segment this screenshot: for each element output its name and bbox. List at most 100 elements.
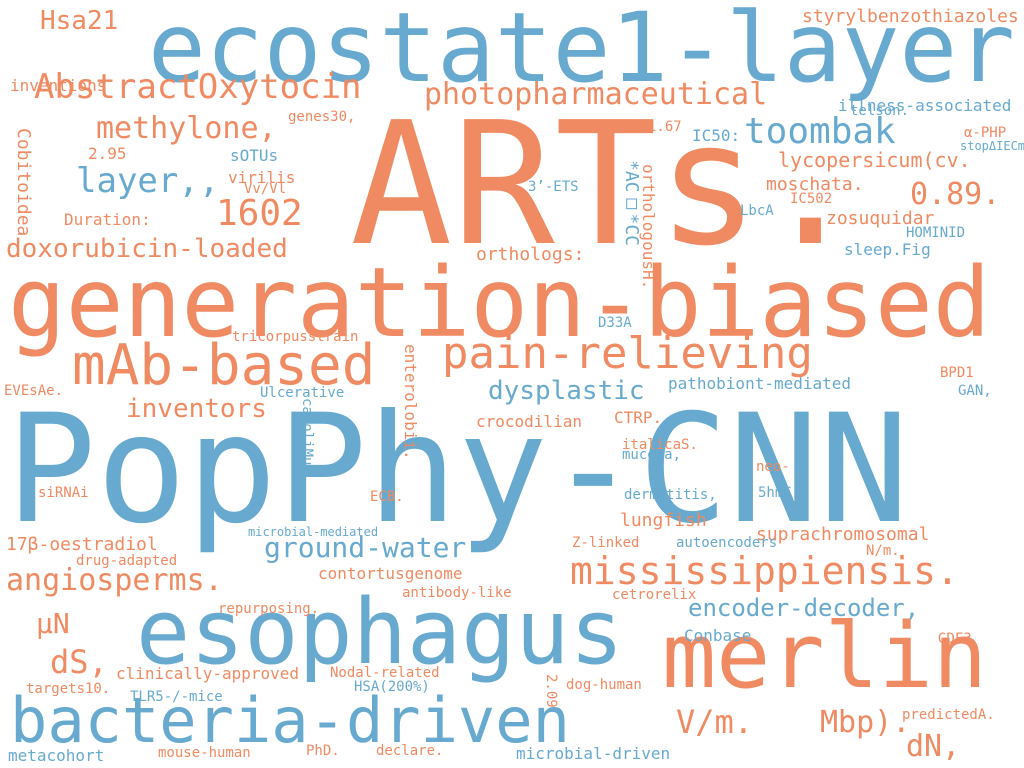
cloud-word: virilis	[228, 168, 296, 187]
cloud-word: BPD1	[940, 365, 974, 381]
cloud-word: lungfish	[620, 510, 707, 531]
cloud-word: styrylbenzothiazoles	[802, 6, 1019, 27]
cloud-word: esophagus	[136, 580, 624, 685]
cloud-word: inventions	[10, 76, 107, 95]
cloud-word: 17β-oestradiol	[6, 534, 158, 555]
cloud-word: Nodal-related	[330, 665, 440, 681]
cloud-word: ECB.	[370, 489, 404, 505]
cloud-word: HOMINID	[906, 225, 966, 241]
cloud-word: clinically-approved	[116, 664, 300, 683]
cloud-word: tricorpusstrain	[232, 329, 359, 345]
cloud-word: ecostate1-layer	[148, 0, 1015, 104]
cloud-word: metacohort	[8, 746, 105, 765]
cloud-word: 0.89.	[910, 177, 1001, 212]
cloud-word: 5hmC,	[758, 485, 801, 501]
cloud-word: LbcA	[740, 203, 774, 219]
cloud-word: Z-linked	[572, 535, 640, 551]
cloud-word: genes30,	[288, 109, 356, 125]
cloud-word: *AC□*CC	[621, 160, 642, 247]
cloud-word: mAb-based	[72, 333, 376, 398]
cloud-word: Hsa21	[40, 6, 119, 36]
cloud-word: predictedA.	[902, 707, 995, 723]
cloud-word: telson.	[850, 103, 910, 119]
cloud-word: dysplastic	[488, 376, 645, 406]
cloud-word: cetrorelix	[612, 587, 697, 603]
cloud-word: D33A	[598, 315, 632, 331]
cloud-word: mississippiensis.	[570, 549, 959, 593]
cloud-word: illness-associated	[838, 96, 1012, 115]
cloud-word: Conbase	[684, 626, 752, 645]
cloud-word: sleep.Fig	[844, 240, 931, 259]
cloud-word: lycopersicum(cv.	[778, 148, 971, 172]
cloud-word: methylone,	[96, 111, 277, 146]
cloud-word: italicaS.	[622, 437, 698, 453]
cloud-word: IC502	[790, 191, 833, 207]
cloud-word: Ulcerative	[260, 385, 345, 401]
cloud-word: layer,,	[76, 161, 220, 201]
cloud-word: Mbp).	[820, 705, 911, 740]
cloud-word: siRNAi	[38, 485, 89, 501]
cloud-word: GDF3	[938, 631, 972, 647]
cloud-word: pathobiont-mediated	[668, 374, 852, 393]
cloud-word: repurposing.	[218, 601, 320, 617]
cloud-word: ground-water	[264, 531, 467, 564]
cloud-word: AbstractOxytocin	[34, 67, 362, 107]
cloud-word: Vv/Vl	[244, 181, 287, 197]
cloud-word: enterolobii.	[401, 344, 420, 460]
cloud-word: Cobitoidea	[13, 128, 34, 237]
cloud-word: crocodilian	[476, 412, 582, 431]
cloud-word: doxorubicin-loaded	[6, 234, 288, 264]
cloud-word: inventors	[126, 394, 267, 424]
cloud-word: toombak	[744, 111, 896, 152]
cloud-word: orthologousH.	[639, 164, 658, 290]
cloud-word: antibody-like	[402, 585, 512, 601]
cloud-word: TLR5-/-mice	[130, 689, 223, 705]
cloud-word: photopharmaceutical	[424, 77, 768, 112]
cloud-word: zosuquidar	[826, 208, 935, 229]
cloud-word: microbial-driven	[516, 744, 671, 763]
cloud-word: sOTUs	[230, 146, 279, 165]
cloud-word: EVEsAe.	[4, 383, 64, 399]
cloud-word: bacteria-driven	[10, 684, 570, 757]
cloud-word: caroliMus	[299, 398, 315, 474]
cloud-word: 1.67	[648, 119, 682, 135]
cloud-word: mouse-human	[158, 745, 251, 761]
cloud-word: N/m.	[866, 543, 900, 559]
cloud-word: Duration:	[64, 210, 151, 229]
cloud-word: targets10.	[26, 681, 111, 697]
cloud-word: drug-adapted	[76, 553, 178, 569]
cloud-word: declare.	[376, 743, 444, 759]
cloud-word: 1602	[216, 193, 303, 234]
cloud-word: angiosperms.	[6, 563, 223, 598]
cloud-word: contortusgenome	[318, 564, 463, 583]
cloud-word: suprachromosomal	[756, 524, 930, 545]
cloud-word: 3’-ETS	[528, 179, 579, 195]
cloud-word: dS,	[50, 643, 108, 681]
cloud-word: merlin	[662, 604, 988, 709]
cloud-word: dermatitis,	[624, 487, 717, 503]
cloud-word: moschata.	[766, 174, 864, 195]
cloud-word: microbial-mediated	[248, 525, 379, 539]
cloud-word: ARTs.	[350, 86, 862, 284]
cloud-word: pain-relieving	[442, 328, 813, 379]
cloud-word: orthologs:	[476, 244, 585, 265]
cloud-word: encoder-decoder,	[688, 594, 920, 622]
cloud-word: GAN,	[958, 383, 992, 399]
cloud-word: generation-biased	[8, 247, 991, 359]
cloud-word: mucosa,	[622, 447, 682, 463]
cloud-word: stopΔIECmice	[960, 139, 1024, 153]
cloud-word: α-PHP	[964, 125, 1007, 141]
cloud-word: PhD.	[306, 743, 340, 759]
cloud-word: HSA(200%)	[354, 679, 430, 695]
cloud-word: µN	[36, 607, 70, 640]
cloud-word: CTRP.	[614, 408, 663, 427]
cloud-word: dog-human	[566, 677, 642, 693]
cloud-word: V/m.	[676, 703, 754, 741]
cloud-word: IC50:	[692, 126, 741, 145]
cloud-word: PopPhy-CNN	[6, 383, 910, 557]
cloud-word: 2.95	[88, 144, 127, 163]
cloud-word: dN,	[906, 729, 961, 764]
cloud-word: neo-	[756, 459, 790, 475]
cloud-word: autoencoders	[676, 535, 778, 551]
